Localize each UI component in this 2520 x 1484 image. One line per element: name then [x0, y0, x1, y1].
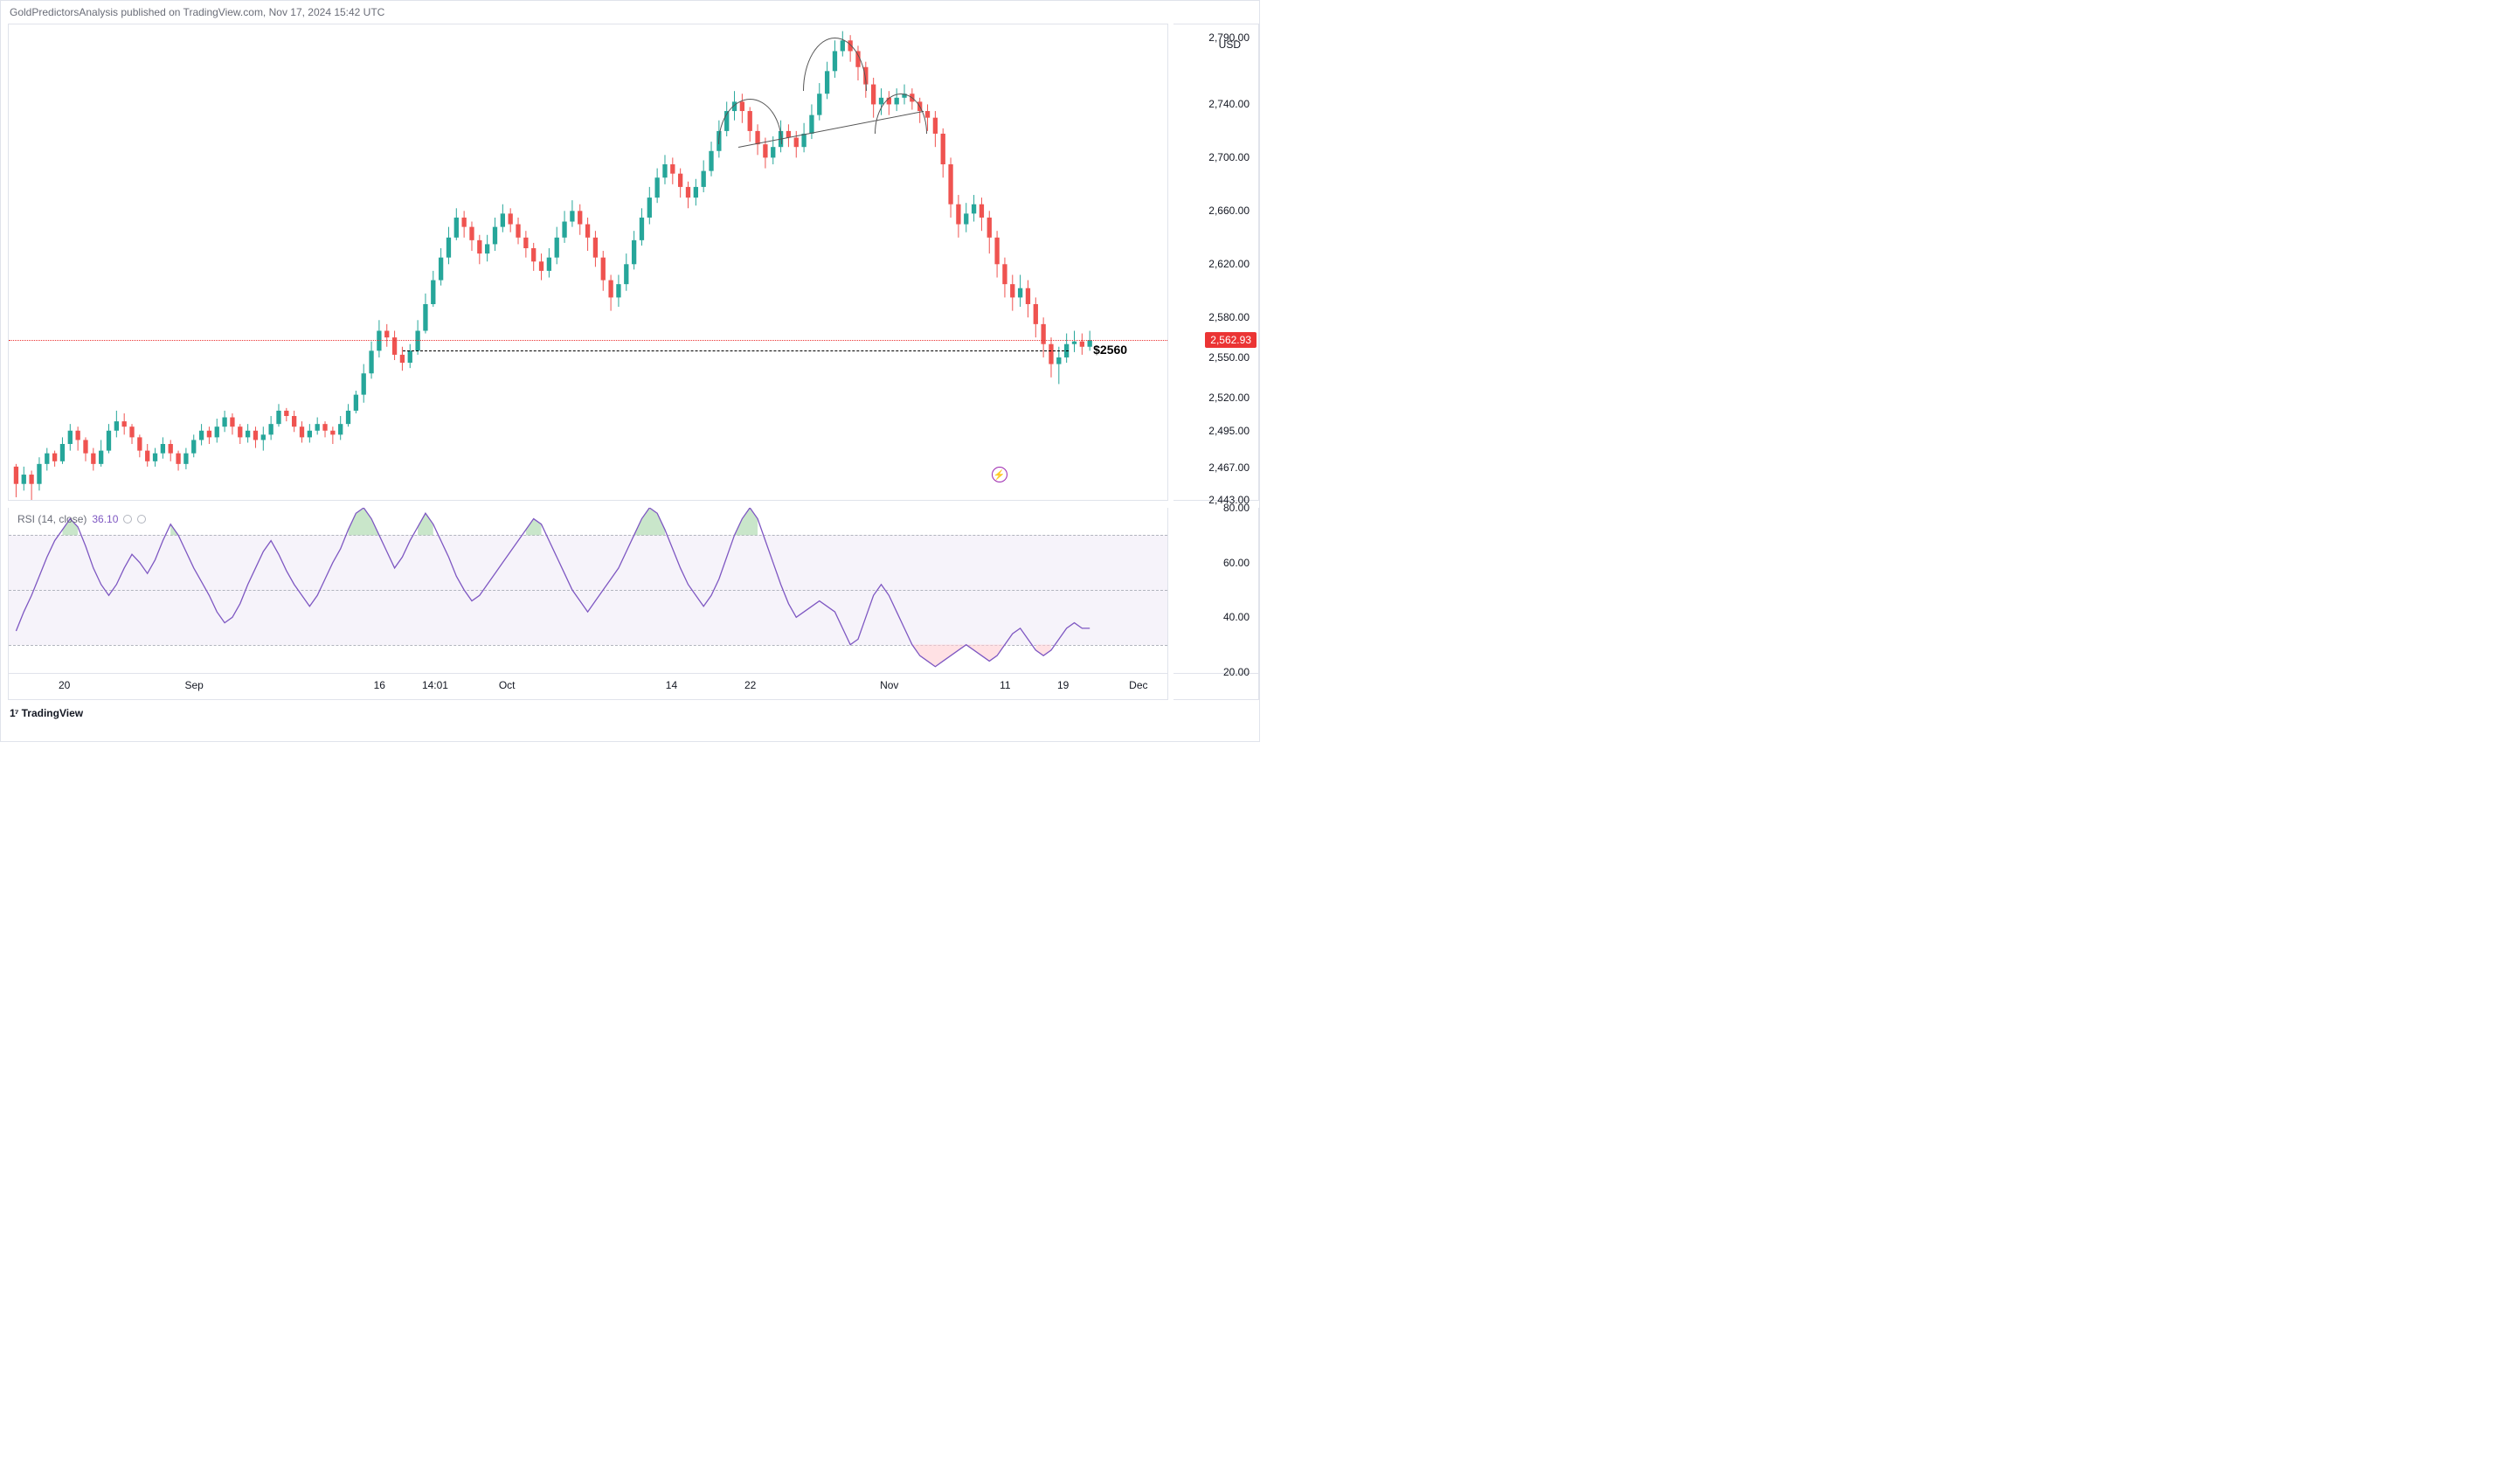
settings-icon[interactable] [137, 515, 146, 524]
close-price-flag: 2,562.93 [1205, 332, 1257, 348]
y-tick: 2,550.00 [1208, 351, 1250, 364]
rsi-y-tick: 40.00 [1223, 611, 1250, 623]
x-tick: 22 [744, 679, 756, 691]
y-tick: 2,520.00 [1208, 392, 1250, 404]
x-tick: 14 [666, 679, 677, 691]
y-tick: 2,790.00 [1208, 31, 1250, 44]
rsi-title: RSI (14, close) [17, 513, 87, 525]
x-tick: 20 [59, 679, 70, 691]
hide-icon[interactable] [123, 515, 132, 524]
x-tick: 11 [1000, 679, 1010, 691]
x-tick: 19 [1057, 679, 1069, 691]
tradingview-brand: 1⁷ TradingView [10, 707, 83, 719]
brand-text: TradingView [22, 707, 83, 719]
x-tick: Nov [880, 679, 898, 691]
support-line [403, 350, 1069, 351]
x-tick: 16 [374, 679, 385, 691]
tradingview-logo-icon: 1⁷ [10, 707, 18, 719]
rsi-chart[interactable]: RSI (14, close) 36.10 [8, 508, 1168, 674]
flash-icon[interactable]: ⚡ [992, 467, 1007, 482]
price-y-axis[interactable]: USD 2,790.002,740.002,700.002,660.002,62… [1173, 24, 1259, 501]
y-tick: 2,620.00 [1208, 258, 1250, 270]
support-label: $2560 [1093, 343, 1127, 357]
y-tick: 2,580.00 [1208, 311, 1250, 323]
rsi-y-axis[interactable]: 80.0060.0040.0020.00 [1173, 508, 1259, 674]
x-tick: Dec [1129, 679, 1147, 691]
x-tick: Oct [499, 679, 516, 691]
close-price-line [9, 340, 1167, 341]
rsi-y-tick: 60.00 [1223, 557, 1250, 569]
y-tick: 2,740.00 [1208, 98, 1250, 110]
x-axis[interactable]: 20 Sep 16 14:01 Oct 14 22 Nov 11 19 Dec [8, 674, 1168, 700]
rsi-label: RSI (14, close) 36.10 [17, 513, 146, 525]
x-axis-settings[interactable] [1173, 674, 1259, 700]
y-tick: 2,495.00 [1208, 425, 1250, 437]
x-tick: 14:01 [422, 679, 448, 691]
y-tick: 2,660.00 [1208, 205, 1250, 217]
y-tick: 2,467.00 [1208, 461, 1250, 474]
x-tick: Sep [184, 679, 203, 691]
rsi-y-tick: 80.00 [1223, 502, 1250, 514]
y-tick: 2,700.00 [1208, 151, 1250, 163]
rsi-value: 36.10 [92, 513, 118, 525]
price-chart[interactable]: $2560 ⚡ [8, 24, 1168, 501]
publish-header: GoldPredictorsAnalysis published on Trad… [10, 6, 384, 18]
